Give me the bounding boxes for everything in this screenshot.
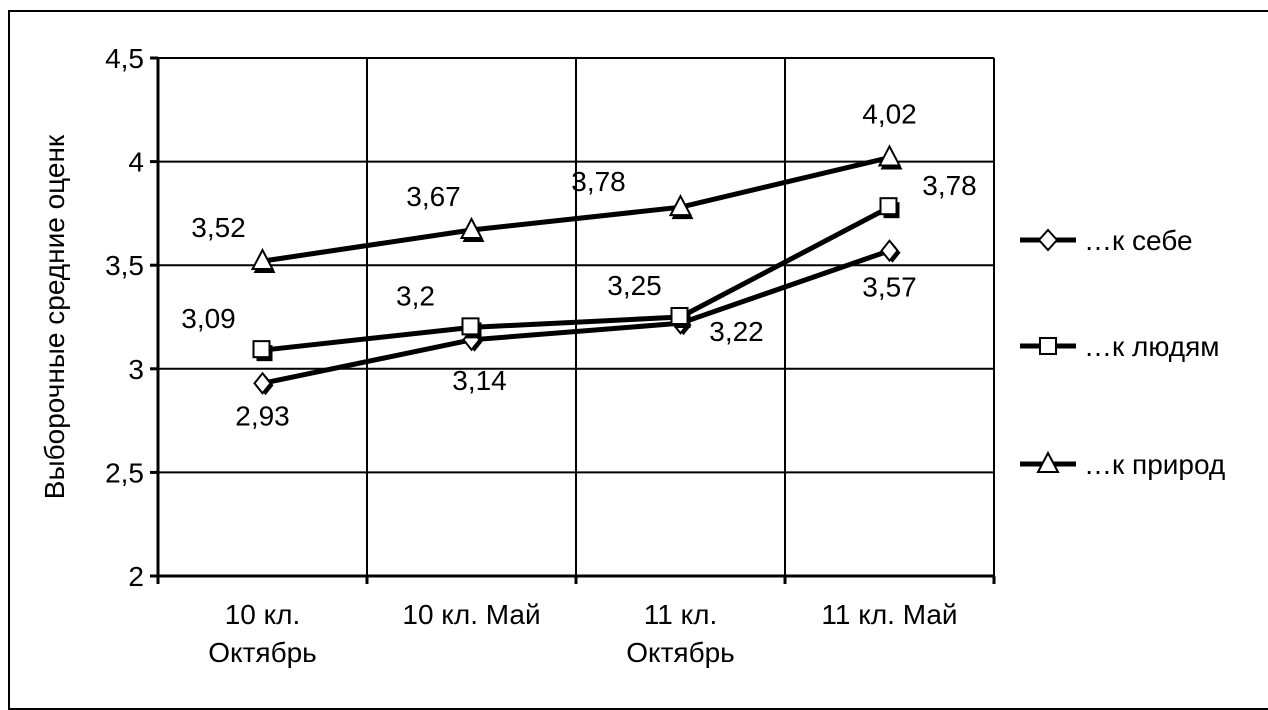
legend-triangle-icon bbox=[1036, 450, 1060, 473]
data-label: 4,02 bbox=[862, 98, 917, 129]
legend-square-icon bbox=[1039, 337, 1057, 355]
data-label: 3,78 bbox=[571, 166, 626, 197]
series-nature-marker bbox=[877, 144, 902, 167]
series-nature-marker bbox=[250, 247, 275, 271]
y-tick-label: 3,5 bbox=[105, 250, 144, 281]
series-nature-marker bbox=[668, 194, 693, 217]
x-tick-label: 10 кл. Май bbox=[402, 599, 540, 630]
y-tick-label: 2 bbox=[128, 561, 144, 592]
y-axis-title: Выборочные средние оценк bbox=[39, 134, 70, 499]
y-tick-label: 4 bbox=[128, 147, 144, 178]
series-people-marker bbox=[252, 340, 271, 359]
data-label: 3,52 bbox=[191, 212, 246, 243]
legend-diamond-icon bbox=[1037, 228, 1059, 252]
series-self-marker bbox=[253, 371, 272, 395]
data-label: 3,22 bbox=[709, 316, 764, 347]
y-tick-label: 2,5 bbox=[105, 457, 144, 488]
y-tick-label: 4,5 bbox=[105, 43, 144, 74]
x-tick-label: 11 кл. Май bbox=[821, 599, 957, 630]
x-tick-label: Октябрь bbox=[208, 637, 317, 668]
data-label: 3,67 bbox=[406, 181, 461, 212]
series-people-line bbox=[262, 204, 891, 353]
legend-label: …к природ bbox=[1084, 449, 1225, 480]
data-label: 3,14 bbox=[452, 365, 507, 396]
y-tick-label: 3 bbox=[128, 354, 144, 385]
legend-label: …к людям bbox=[1084, 331, 1220, 362]
series-self-marker bbox=[880, 239, 899, 263]
series-nature-marker bbox=[459, 216, 484, 239]
series-self-line bbox=[261, 248, 891, 386]
data-label: 3,09 bbox=[181, 303, 236, 334]
x-tick-label: 10 кл. bbox=[225, 599, 301, 630]
x-tick-label: Октябрь bbox=[626, 637, 735, 668]
data-label: 3,2 bbox=[396, 280, 435, 311]
data-label: 3,78 bbox=[922, 170, 977, 201]
data-label: 3,57 bbox=[862, 272, 917, 303]
series-nature-line bbox=[262, 155, 891, 264]
series-people-marker bbox=[461, 317, 480, 336]
data-label: 3,25 bbox=[607, 270, 662, 301]
series-people-marker bbox=[670, 307, 689, 325]
series-people-marker bbox=[879, 197, 898, 216]
x-tick-label: 11 кл. bbox=[644, 599, 718, 630]
chart-frame bbox=[8, 10, 1268, 710]
legend-label: …к себе bbox=[1084, 225, 1193, 256]
data-label: 2,93 bbox=[235, 400, 290, 431]
